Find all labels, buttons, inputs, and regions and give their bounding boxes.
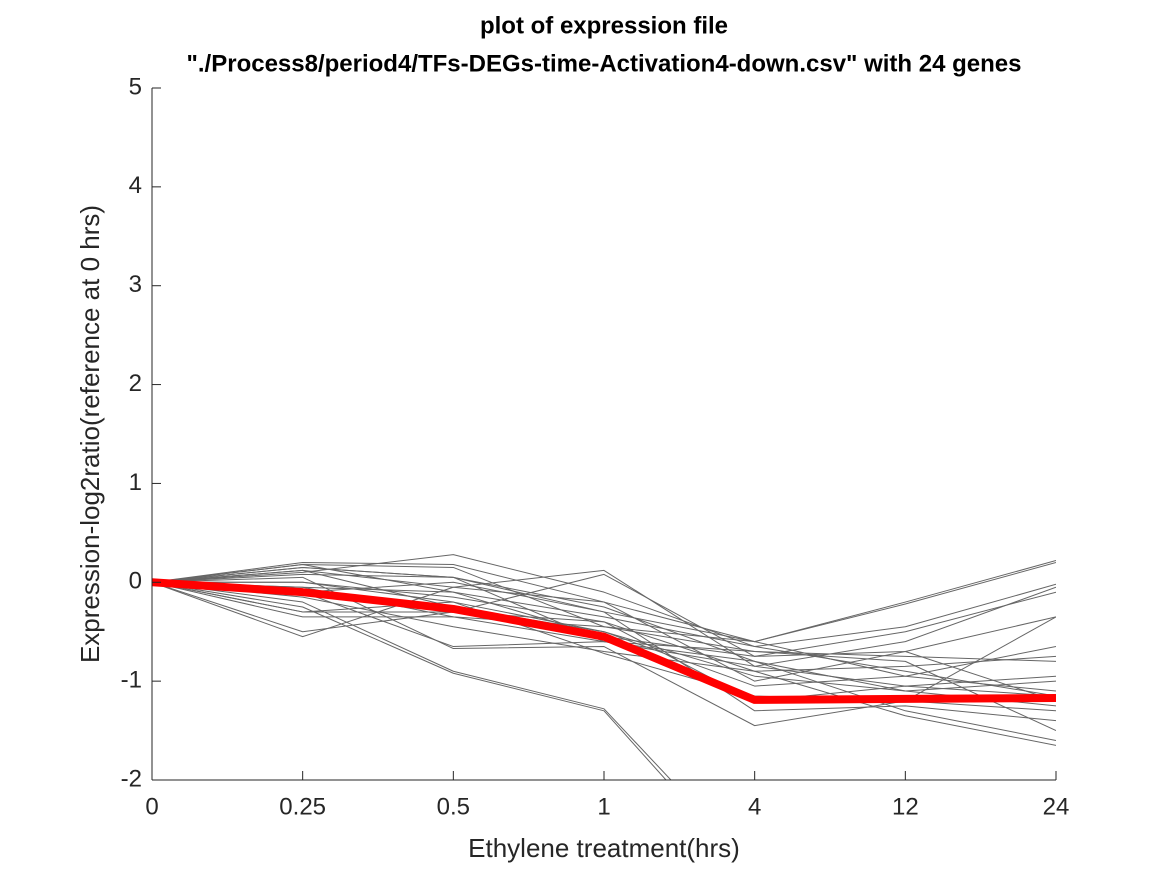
y-tick-label: 3 — [129, 271, 142, 298]
gene-line — [152, 569, 1056, 707]
x-tick-label: 24 — [1043, 793, 1070, 820]
x-tick-label: 4 — [748, 793, 761, 820]
y-tick-label: 1 — [129, 469, 142, 496]
plot-area — [152, 554, 1056, 780]
x-tick-label: 0 — [145, 793, 158, 820]
gene-line — [152, 581, 1056, 741]
x-tick-label: 1 — [597, 793, 610, 820]
gene-line — [152, 569, 1056, 667]
gene-line — [152, 563, 1056, 697]
x-tick-label: 12 — [892, 793, 919, 820]
y-tick-label: -1 — [121, 666, 142, 693]
y-axis-label: Expression-log2ratio(reference at 0 hrs) — [75, 205, 105, 663]
gene-line — [152, 560, 1056, 643]
y-tick-label: -2 — [121, 765, 142, 792]
y-tick-label: 5 — [129, 73, 142, 100]
gene-line — [152, 581, 1056, 702]
gene-line — [152, 581, 667, 780]
gene-line — [152, 581, 1056, 692]
x-axis-label: Ethylene treatment(hrs) — [468, 833, 740, 863]
gene-line — [152, 581, 672, 780]
y-tick-label: 2 — [129, 370, 142, 397]
y-tick-label: 0 — [129, 568, 142, 595]
y-tick-label: 4 — [129, 172, 142, 199]
gene-line — [152, 554, 1056, 648]
x-tick-label: 0.25 — [279, 793, 326, 820]
gene-line — [152, 581, 1056, 672]
chart-title: plot of expression file — [480, 12, 728, 39]
x-tick-label: 0.5 — [437, 793, 470, 820]
mean-line — [152, 578, 1056, 704]
chart-subtitle: "./Process8/period4/TFs-DEGs-time-Activa… — [187, 50, 1022, 77]
